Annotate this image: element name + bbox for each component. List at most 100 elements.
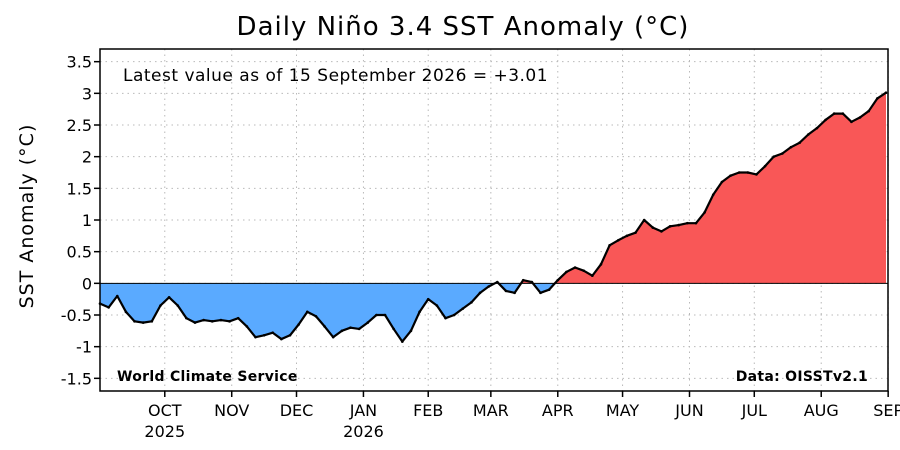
y-tick-label: 0.5 xyxy=(67,243,92,262)
data-point xyxy=(409,329,413,333)
latest-value-annotation: Latest value as of 15 September 2026 = +… xyxy=(123,66,548,86)
data-point xyxy=(461,307,465,310)
data-point xyxy=(452,313,456,317)
data-point xyxy=(219,318,223,322)
data-point xyxy=(392,327,395,331)
x-tick-year: 2025 xyxy=(144,422,185,441)
data-point xyxy=(236,316,240,320)
data-point xyxy=(202,318,205,322)
series-line xyxy=(99,91,887,343)
x-tick-label: JUN xyxy=(674,401,703,420)
data-point xyxy=(426,297,430,301)
data-point xyxy=(305,310,309,314)
data-point xyxy=(401,340,404,343)
data-point xyxy=(262,333,266,337)
data-point xyxy=(824,118,827,122)
data-point xyxy=(513,291,516,295)
positive-anomaly-area xyxy=(100,92,886,284)
data-point xyxy=(711,193,715,196)
data-point xyxy=(133,320,136,323)
data-point xyxy=(444,316,447,320)
data-point xyxy=(720,180,724,184)
data-point xyxy=(297,323,300,326)
data-point xyxy=(150,320,154,323)
data-point xyxy=(141,321,145,324)
x-tick-label: NOV xyxy=(214,401,249,420)
x-tick-label: FEB xyxy=(413,401,443,420)
data-point xyxy=(625,234,629,238)
data-point xyxy=(159,304,162,307)
data-point xyxy=(876,97,879,100)
data-point xyxy=(521,278,525,282)
data-point xyxy=(280,337,283,341)
data-point xyxy=(858,116,862,119)
data-point xyxy=(815,126,819,130)
data-point xyxy=(703,211,706,214)
y-tick-label: 1 xyxy=(82,211,92,230)
data-point xyxy=(608,244,611,247)
x-tick-label: MAR xyxy=(473,401,509,420)
data-point xyxy=(470,301,473,304)
data-point xyxy=(496,280,499,284)
y-axis-ticks: -1.5 -1 -0.5 0 0.5 1 1.5 2 2.5 3 3.5 xyxy=(61,53,100,388)
data-point xyxy=(271,331,275,335)
source-right-annotation: Data: OISSTv2.1 xyxy=(736,369,868,385)
data-point xyxy=(323,325,326,328)
data-point xyxy=(573,266,577,269)
data-point xyxy=(850,120,853,124)
data-point xyxy=(755,173,758,176)
data-point xyxy=(686,221,689,225)
data-point xyxy=(781,152,784,155)
x-tick-year: 2026 xyxy=(343,422,384,441)
data-point xyxy=(366,321,370,324)
source-left-annotation: World Climate Service xyxy=(117,369,298,385)
data-point xyxy=(565,270,568,274)
x-tick-label: APR xyxy=(542,401,574,420)
data-point xyxy=(340,329,344,333)
data-point xyxy=(314,314,318,318)
data-point xyxy=(418,310,421,314)
data-point xyxy=(547,288,551,291)
data-point xyxy=(357,327,361,331)
x-tick-label: SEP xyxy=(873,401,900,420)
data-point xyxy=(746,171,750,174)
x-tick-label: AUG xyxy=(804,401,839,420)
data-point xyxy=(737,171,741,174)
y-tick-label: 1.5 xyxy=(67,179,92,198)
data-point xyxy=(668,225,672,228)
data-point xyxy=(694,221,698,225)
data-point xyxy=(331,335,335,339)
y-tick-label: 3 xyxy=(82,84,92,103)
data-point xyxy=(478,291,482,295)
x-tick-label: JAN xyxy=(349,401,377,420)
data-point xyxy=(487,285,490,288)
data-point xyxy=(660,230,663,233)
y-axis-label: SST Anomaly (°C) xyxy=(16,124,38,309)
y-tick-label: -1 xyxy=(76,338,92,357)
y-tick-label: -1.5 xyxy=(61,369,92,388)
data-point xyxy=(729,174,732,177)
y-tick-label: 0 xyxy=(82,274,92,293)
x-tick-label: JUL xyxy=(741,401,767,420)
data-point xyxy=(798,141,801,145)
x-tick-label: OCT xyxy=(148,401,182,420)
y-tick-label: 2 xyxy=(82,148,92,167)
x-tick-label: DEC xyxy=(280,401,314,420)
data-point xyxy=(677,223,681,227)
data-point xyxy=(383,313,387,317)
data-point xyxy=(539,291,542,295)
data-point xyxy=(245,325,249,328)
data-point xyxy=(210,320,214,323)
data-point xyxy=(530,280,534,284)
x-axis-ticks: OCT 2025 NOV DEC JAN 2026 FEB MAR APR MAY JUN JUL AU… xyxy=(144,391,900,441)
data-point xyxy=(167,295,171,299)
data-point xyxy=(375,313,378,317)
data-point xyxy=(504,289,508,293)
data-point xyxy=(867,109,871,113)
data-point xyxy=(107,306,110,309)
data-point xyxy=(124,310,128,314)
data-point xyxy=(772,155,776,158)
data-point xyxy=(806,133,810,136)
data-point xyxy=(228,320,231,323)
